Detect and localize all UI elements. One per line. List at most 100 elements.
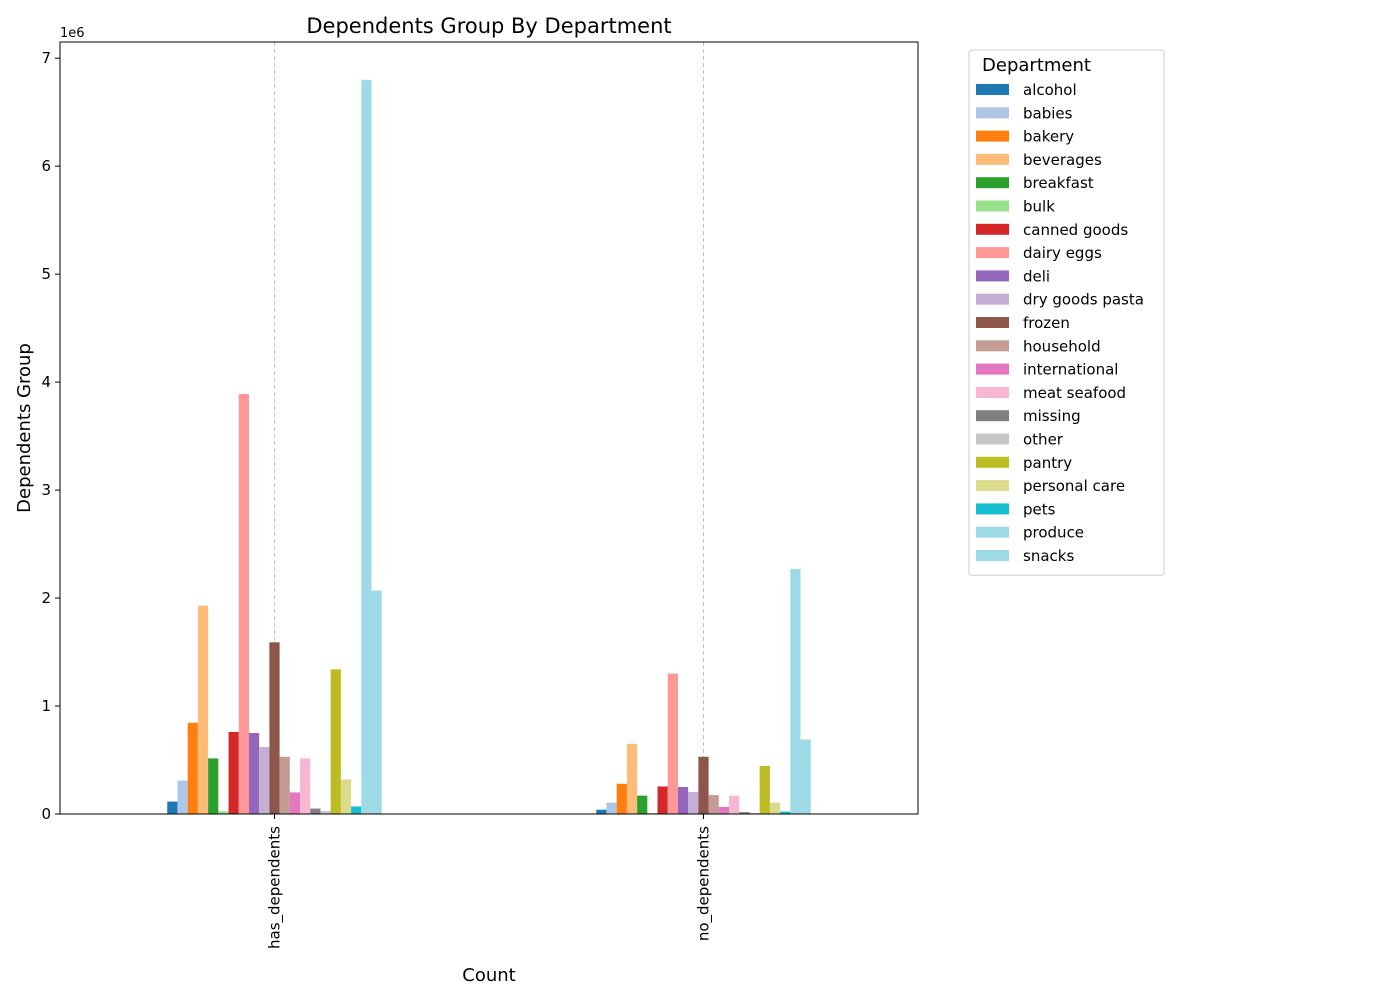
bar-has_dependents-international (289, 792, 301, 814)
bar-has_dependents-deli (248, 733, 260, 814)
bar-has_dependents-frozen (269, 642, 280, 814)
bar-no_dependents-frozen (698, 756, 709, 814)
legend-box (968, 49, 1165, 576)
legend-swatch (976, 293, 1009, 305)
bar-has_dependents-babies (177, 780, 188, 814)
legend-title: Department (982, 55, 1091, 76)
bar-no_dependents-dairy-eggs (667, 673, 678, 814)
bar-no_dependents-international (718, 806, 730, 814)
legend-entry: breakfast (1023, 174, 1094, 192)
legend-entry: pets (1023, 500, 1056, 518)
legend: Department alcohol babies bakery beverages br… (968, 49, 1165, 576)
legend-swatch (976, 270, 1009, 282)
y-tick-label: 5 (41, 265, 51, 283)
legend-swatch (976, 177, 1009, 189)
plot-area: 0 1 2 3 4 5 6 7 has_dependents no_dependents (41, 41, 919, 949)
y-tick-label: 7 (41, 49, 51, 67)
legend-swatch (976, 223, 1009, 235)
legend-entry: household (1023, 337, 1101, 355)
y-tick-label: 1 (41, 697, 51, 715)
bar-has_dependents-missing (310, 808, 321, 814)
bar-no_dependents-canned-goods (657, 786, 668, 814)
legend-entry: bulk (1023, 198, 1055, 216)
bar-no_dependents-snacks (800, 739, 811, 814)
bar-has_dependents-pantry (330, 669, 341, 814)
x-tick-label: has_dependents (266, 826, 285, 949)
bar-no_dependents-dry-goods-pasta (688, 791, 699, 814)
legend-entry: pantry (1023, 454, 1072, 472)
legend-swatch (976, 107, 1009, 119)
legend-entry: bakery (1023, 128, 1074, 146)
bar-has_dependents-bakery (187, 722, 198, 814)
legend-swatch (976, 550, 1009, 561)
legend-swatch (976, 386, 1009, 398)
legend-swatch (976, 456, 1009, 468)
legend-swatch (976, 317, 1009, 328)
bar-has_dependents-other (320, 810, 331, 814)
bar-no_dependents-pets (780, 811, 791, 814)
bar-has_dependents-pets (351, 806, 362, 814)
legend-entry: dry goods pasta (1023, 291, 1144, 309)
legend-entry: deli (1023, 267, 1050, 285)
bar-no_dependents-produce (790, 568, 801, 814)
legend-entry: produce (1023, 524, 1084, 542)
bar-has_dependents-household (279, 756, 290, 814)
legend-entry: frozen (1023, 314, 1070, 332)
axes-frame (59, 41, 919, 815)
legend-entry: other (1023, 431, 1064, 449)
bar-no_dependents-babies (606, 802, 617, 814)
bar-has_dependents-produce (361, 79, 372, 815)
bar-no_dependents-personal-care (769, 802, 781, 814)
legend-swatch (976, 433, 1009, 445)
y-tick-label: 6 (41, 157, 51, 175)
legend-entry: snacks (1023, 547, 1074, 565)
legend-entry: meat seafood (1023, 384, 1126, 402)
legend-swatch (976, 247, 1009, 259)
y-axis-label: Dependents Group (14, 343, 35, 513)
bar-no_dependents-bakery (616, 783, 627, 814)
legend-swatch (976, 153, 1009, 165)
bar-no_dependents-breakfast (637, 795, 648, 814)
legend-swatch (976, 480, 1009, 492)
bar-has_dependents-dairy-eggs (238, 393, 249, 814)
x-tick-label: no_dependents (695, 826, 714, 941)
legend-entry: missing (1023, 407, 1081, 425)
bar-has_dependents-snacks (371, 590, 382, 814)
y-tick-label: 0 (41, 805, 51, 823)
bar-no_dependents-deli (677, 787, 689, 814)
legend-entry: international (1023, 361, 1118, 379)
bar-no_dependents-pantry (759, 765, 770, 814)
bar-has_dependents-alcohol (167, 801, 178, 814)
legend-swatch (976, 200, 1009, 212)
legend-swatch (976, 526, 1009, 538)
bar-has_dependents-breakfast (208, 758, 219, 814)
bar-has_dependents-canned-goods (228, 731, 239, 814)
legend-entry: canned goods (1023, 221, 1128, 239)
bar-no_dependents-alcohol (596, 809, 607, 814)
legend-entry: alcohol (1023, 81, 1077, 99)
x-axis-label: Count (462, 965, 515, 986)
bar-has_dependents-meat-seafood (300, 758, 311, 814)
bar-no_dependents-meat-seafood (729, 795, 740, 814)
legend-swatch (976, 84, 1009, 95)
y-tick-label: 3 (41, 481, 51, 499)
y-axis-multiplier: 1e6 (60, 26, 85, 41)
bar-has_dependents-personal-care (340, 779, 352, 814)
y-tick-label: 2 (41, 589, 51, 607)
legend-swatch (976, 340, 1009, 352)
bar-has_dependents-dry-goods-pasta (259, 747, 270, 814)
chart-title: Dependents Group By Department (306, 14, 671, 38)
bar-has_dependents-beverages (197, 605, 209, 814)
bar-no_dependents-missing (739, 812, 750, 814)
legend-swatch (976, 363, 1009, 375)
legend-entry: dairy eggs (1023, 244, 1102, 262)
legend-entry: beverages (1023, 151, 1102, 169)
bar-no_dependents-beverages (626, 743, 638, 814)
bar-no_dependents-household (708, 795, 719, 814)
y-tick-label: 4 (41, 373, 51, 391)
legend-entry: babies (1023, 104, 1073, 122)
legend-swatch (976, 130, 1009, 142)
legend-entry: personal care (1023, 477, 1125, 495)
legend-swatch (976, 410, 1009, 422)
